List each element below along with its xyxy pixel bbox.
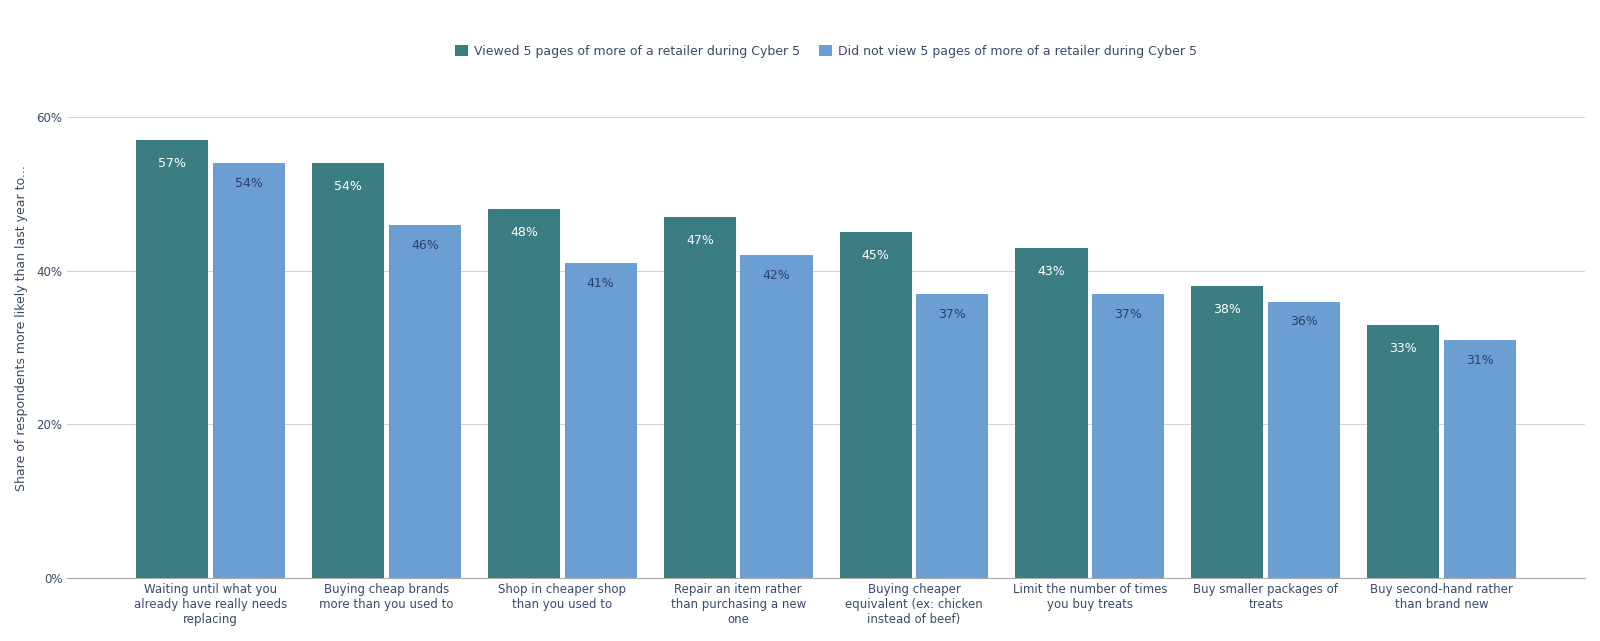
Bar bbox=[1192, 287, 1264, 578]
Bar bbox=[917, 294, 989, 578]
Bar bbox=[389, 225, 461, 578]
Text: 47%: 47% bbox=[686, 234, 714, 247]
Text: 54%: 54% bbox=[334, 180, 362, 193]
Text: 57%: 57% bbox=[158, 157, 186, 170]
Text: 31%: 31% bbox=[1466, 354, 1494, 367]
Bar bbox=[1093, 294, 1165, 578]
Text: 43%: 43% bbox=[1038, 265, 1066, 278]
Text: 54%: 54% bbox=[235, 177, 262, 190]
Bar bbox=[664, 217, 736, 578]
Bar bbox=[1368, 324, 1440, 578]
Y-axis label: Share of respondents more likely than last year to...: Share of respondents more likely than la… bbox=[14, 165, 29, 492]
Bar bbox=[565, 263, 637, 578]
Text: 45%: 45% bbox=[862, 249, 890, 262]
Bar bbox=[312, 163, 384, 578]
Bar bbox=[1443, 340, 1517, 578]
Legend: Viewed 5 pages of more of a retailer during Cyber 5, Did not view 5 pages of mor: Viewed 5 pages of more of a retailer dur… bbox=[451, 40, 1202, 63]
Bar bbox=[213, 163, 285, 578]
Bar bbox=[488, 210, 560, 578]
Text: 48%: 48% bbox=[510, 226, 538, 239]
Bar bbox=[1269, 301, 1341, 578]
Bar bbox=[1016, 248, 1088, 578]
Bar bbox=[741, 256, 813, 578]
Text: 33%: 33% bbox=[1389, 342, 1418, 354]
Text: 37%: 37% bbox=[1114, 308, 1142, 320]
Text: 38%: 38% bbox=[1213, 303, 1242, 316]
Text: 41%: 41% bbox=[587, 277, 614, 290]
Text: 36%: 36% bbox=[1290, 315, 1318, 328]
Bar bbox=[136, 140, 208, 578]
Bar bbox=[840, 233, 912, 578]
Text: 37%: 37% bbox=[939, 308, 966, 320]
Text: 42%: 42% bbox=[763, 269, 790, 282]
Text: 46%: 46% bbox=[411, 238, 438, 252]
